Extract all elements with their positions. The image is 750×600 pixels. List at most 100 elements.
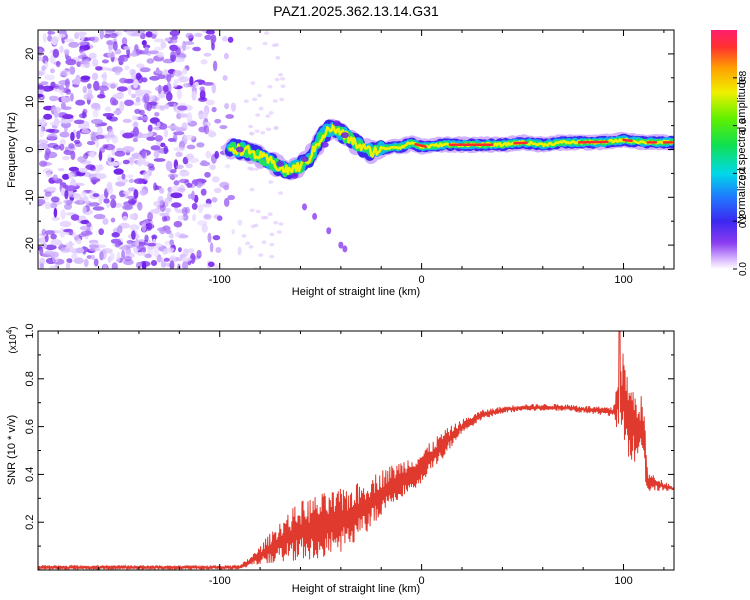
noise-blob [212,235,221,241]
noise-blob [121,173,126,180]
snr-y-label: SNR (10 * v/v) [6,415,18,485]
noise-blob [276,230,282,234]
noise-blob [147,124,153,132]
noise-blob [57,167,65,172]
noise-blob [65,242,75,246]
noise-blob [39,263,44,269]
noise-blob [88,202,98,207]
noise-blob [65,185,77,191]
noise-blob [262,41,268,46]
noise-blob [147,242,157,247]
x-tick-label: 100 [614,575,632,587]
noise-blob [141,77,148,83]
noise-blob [64,78,70,89]
noise-blob [142,171,150,178]
noise-blob [225,114,234,119]
noise-blob [58,33,66,38]
noise-blob [181,122,188,132]
noise-blob [110,238,121,244]
noise-blob [203,125,210,135]
noise-blob [151,234,158,240]
noise-blob [95,66,103,71]
noise-blob [58,84,65,91]
noise-blob [89,244,100,249]
spectrogram-x-label: Height of straight line (km) [292,286,420,298]
noise-blob [146,136,156,141]
noise-blob [95,134,105,140]
noise-blob [65,261,71,269]
noise-blob [144,46,149,55]
noise-blob [102,71,108,82]
noise-blob [213,187,222,194]
noise-blob [202,82,215,86]
noise-blob [105,30,116,33]
noise-blob [191,202,198,210]
noise-blob [70,214,80,221]
noise-blob [211,176,220,183]
noise-blob [49,203,58,209]
noise-blob [153,201,161,207]
noise-blob [45,148,51,156]
noise-blob [42,168,53,174]
noise-blob [215,247,222,253]
noise-blob [150,260,158,266]
noise-blob [149,208,161,214]
noise-blob [75,99,86,106]
y-tick-label: -20 [24,237,36,253]
y-tick-label: 0.4 [24,467,36,482]
noise-blob [103,198,110,204]
noise-blob [173,70,182,77]
noise-blob [73,139,81,144]
noise-blob [187,157,200,164]
noise-blob [145,31,153,38]
snr-scale-prefix: (x10 [8,334,19,354]
noise-blob [193,194,199,203]
noise-blob [260,131,266,135]
noise-blob [73,257,84,265]
noise-blob [175,47,181,56]
noise-blob [210,34,217,44]
noise-blob [121,204,134,211]
noise-blob [79,196,84,204]
noise-blob [199,89,206,101]
noise-blob [78,167,88,173]
noise-blob [159,142,166,147]
noise-blob [258,253,264,257]
noise-blob [144,234,149,242]
noise-blob [122,216,128,221]
noise-blob [88,173,99,180]
y-tick-label: 0.2 [24,515,36,530]
noise-blob [141,40,147,46]
snr-series-line [38,331,674,570]
noise-blob [170,54,176,62]
colorbar-tick-label: 0.6 [738,118,749,132]
noise-blob [174,56,185,63]
noise-blob [98,197,103,205]
noise-blob [138,91,145,97]
noise-blob [135,96,141,103]
noise-blob [92,109,99,118]
noise-blob [177,215,185,221]
noise-blob [113,41,118,52]
noise-blob [171,202,182,208]
noise-blob [249,187,255,192]
noise-blob [182,248,189,257]
noise-blob [141,221,147,233]
noise-blob [272,99,278,103]
stray-point [326,227,332,235]
noise-blob [231,229,235,235]
noise-blob [197,220,208,226]
noise-blob [187,248,195,254]
ridge-core [622,138,633,143]
noise-blob [40,81,49,85]
noise-blob [102,113,115,117]
noise-blob [186,182,193,188]
noise-blob [196,142,205,148]
noise-blob [222,75,228,81]
noise-blob [50,68,55,74]
noise-blob [59,220,72,228]
noise-blob [189,76,194,86]
noise-blob [59,70,71,76]
noise-blob [173,220,183,228]
noise-blob [75,247,85,254]
